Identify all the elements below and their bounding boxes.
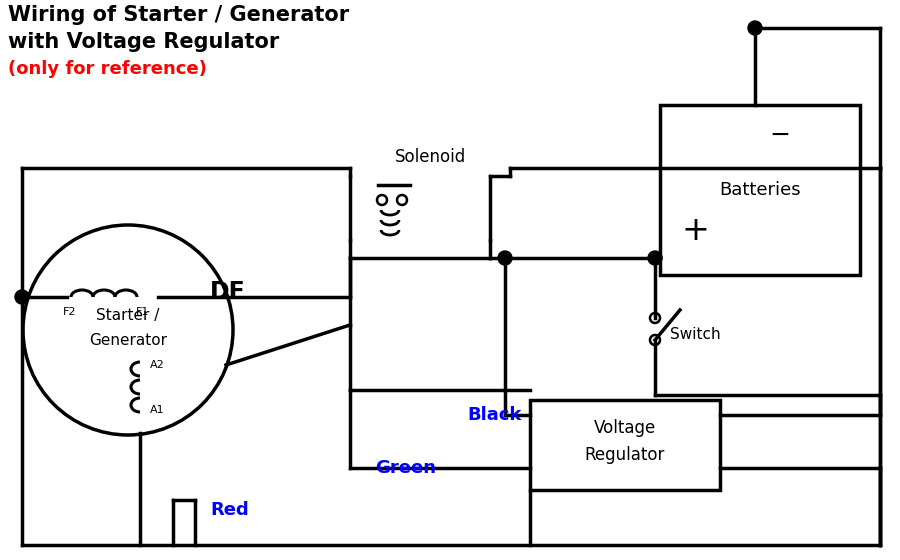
Text: F1: F1 bbox=[136, 307, 149, 317]
Text: +: + bbox=[681, 213, 709, 246]
Text: Switch: Switch bbox=[670, 326, 721, 342]
Circle shape bbox=[15, 290, 29, 304]
Text: (only for reference): (only for reference) bbox=[8, 60, 207, 78]
Text: Green: Green bbox=[375, 459, 436, 477]
Text: A2: A2 bbox=[150, 360, 165, 370]
Text: −: − bbox=[770, 123, 790, 147]
Text: Wiring of Starter / Generator: Wiring of Starter / Generator bbox=[8, 5, 349, 25]
Text: Voltage: Voltage bbox=[594, 419, 656, 437]
Text: Regulator: Regulator bbox=[585, 446, 665, 464]
Text: A1: A1 bbox=[150, 405, 165, 415]
Text: Red: Red bbox=[210, 501, 248, 519]
Text: DF: DF bbox=[210, 280, 246, 304]
Bar bbox=[660, 105, 860, 275]
Bar bbox=[530, 400, 720, 490]
Text: Batteries: Batteries bbox=[719, 181, 801, 199]
Text: Starter /: Starter / bbox=[96, 307, 159, 323]
Text: with Voltage Regulator: with Voltage Regulator bbox=[8, 32, 279, 52]
Text: Solenoid: Solenoid bbox=[394, 148, 465, 166]
Circle shape bbox=[648, 251, 662, 265]
Text: Black: Black bbox=[468, 406, 522, 424]
Text: Generator: Generator bbox=[89, 333, 167, 348]
Circle shape bbox=[748, 21, 762, 35]
Circle shape bbox=[498, 251, 512, 265]
Text: F2: F2 bbox=[63, 307, 76, 317]
